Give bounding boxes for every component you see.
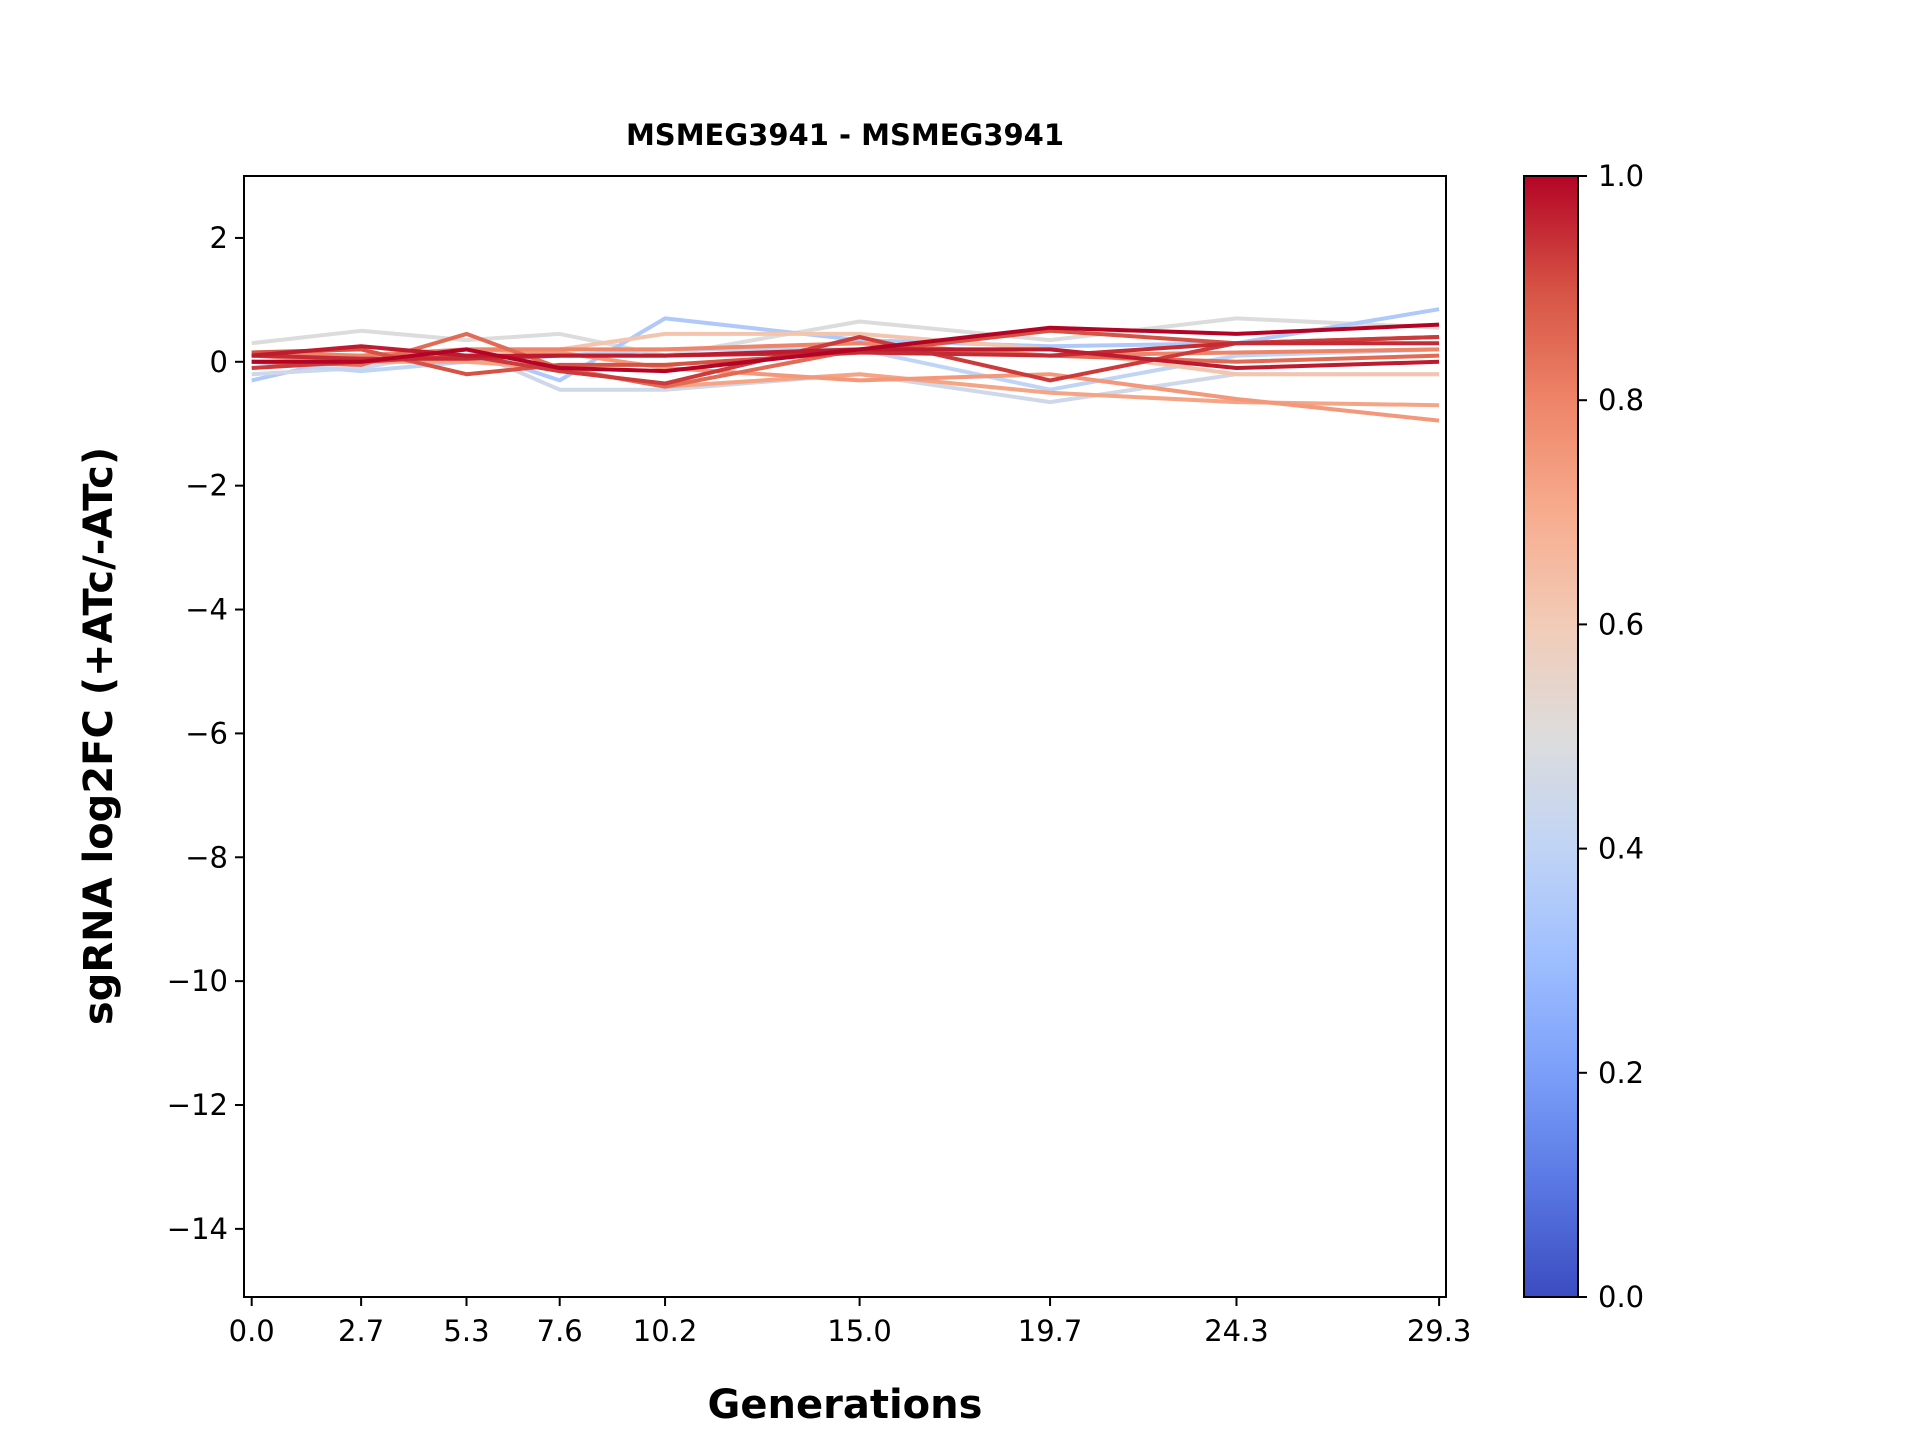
- colorbar-tick-label: 0.8: [1598, 383, 1644, 417]
- x-tick-label: 15.0: [827, 1314, 892, 1348]
- x-tick-label: 7.6: [537, 1314, 583, 1348]
- x-axis-label: Generations: [708, 1382, 983, 1428]
- y-tick-label: −10: [167, 964, 228, 998]
- series-line-8: [251, 331, 1440, 389]
- y-tick-label: −14: [167, 1212, 228, 1246]
- y-tick-label: 2: [210, 221, 228, 255]
- x-tick-label: 24.3: [1204, 1314, 1269, 1348]
- colorbar-tick-label: 0.4: [1598, 832, 1644, 866]
- x-tick-label: 5.3: [443, 1314, 489, 1348]
- chart-title: MSMEG3941 - MSMEG3941: [626, 118, 1064, 152]
- x-tick-label: 19.7: [1018, 1314, 1083, 1348]
- y-tick-label: −8: [185, 840, 228, 874]
- x-tick-label: 10.2: [633, 1314, 698, 1348]
- y-tick-label: 0: [210, 345, 228, 379]
- y-tick-label: −6: [185, 716, 228, 750]
- colorbar-tick-label: 1.0: [1598, 159, 1644, 193]
- colorbar-axis: 0.0 0.2 0.4 0.6 0.8 1.0: [1578, 159, 1644, 1314]
- y-axis-label: sgRNA log2FC (+ATc/-ATc): [76, 447, 122, 1025]
- x-axis: 0.0 2.7 5.3 7.6 10.2 15.0 19.7 24.3 29.3: [229, 1297, 1472, 1348]
- x-tick-label: 2.7: [338, 1314, 384, 1348]
- y-axis: 2 0 −2 −4 −6 −8 −10 −12 −14: [167, 221, 244, 1246]
- colorbar-tick-label: 0.2: [1598, 1056, 1644, 1090]
- x-tick-label: 0.0: [229, 1314, 275, 1348]
- colorbar-tick-label: 0.0: [1598, 1280, 1644, 1314]
- y-tick-label: −2: [185, 469, 228, 503]
- y-tick-label: −4: [185, 593, 228, 627]
- series-line-12: [251, 344, 1440, 370]
- colorbar: [1523, 175, 1579, 1298]
- plot-frame: [243, 175, 1447, 1298]
- series-lines: [251, 307, 1440, 423]
- colorbar-tick-label: 0.6: [1598, 607, 1644, 641]
- series-line-13: [251, 322, 1440, 374]
- x-tick-label: 29.3: [1407, 1314, 1472, 1348]
- y-tick-label: −12: [167, 1088, 228, 1122]
